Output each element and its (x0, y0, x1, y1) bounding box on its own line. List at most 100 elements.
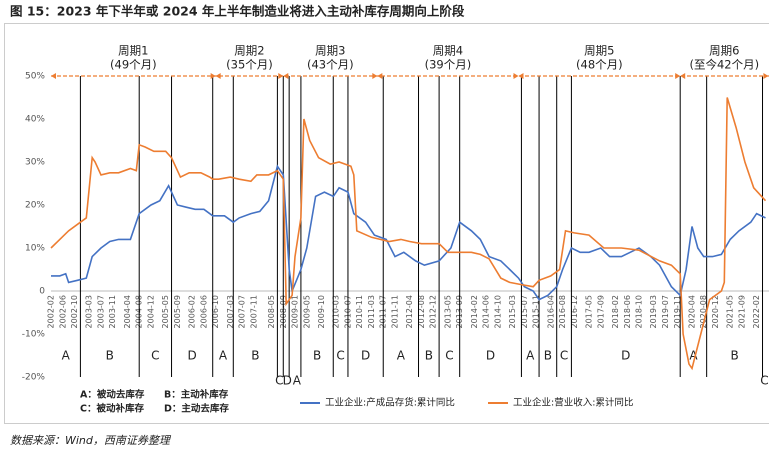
phase-legend-item: B：主动补库存 (164, 389, 229, 401)
x-tick-label: 2007-11 (249, 295, 258, 328)
cycle-name: 周期4 (433, 44, 463, 58)
frame (4, 23, 769, 424)
x-tick-label: 2003-11 (108, 295, 117, 328)
x-tick-label: 2012-08 (417, 295, 426, 328)
x-tick-label: 2006-06 (199, 295, 208, 328)
phase-label: B (106, 349, 114, 363)
x-tick-label: 2016-12 (570, 295, 579, 328)
phase-label: B (730, 349, 738, 363)
phase-legend-item: A：被动去库存 (80, 389, 145, 401)
legend-label: 工业企业:产成品存货:累计同比 (325, 397, 455, 409)
x-tick-label: 2008-05 (267, 295, 276, 328)
title: 图 15：2023 年下半年或 2024 年上半年制造业将进入主动补库存周期向上… (10, 4, 465, 19)
x-tick-label: 2006-10 (211, 295, 220, 328)
cycle-marker (51, 73, 56, 79)
x-tick-label: 2006-02 (188, 295, 197, 328)
phase-label: B (313, 349, 321, 363)
phase-label: C (275, 374, 283, 388)
cycle-marker (278, 73, 284, 79)
x-tick-label: 2022-02 (752, 295, 761, 328)
x-tick-label: 2003-07 (96, 295, 105, 328)
y-tick-label: 50% (25, 72, 45, 82)
x-tick-label: 2017-05 (585, 295, 594, 328)
x-tick-label: 2021-09 (737, 295, 746, 328)
x-tick-label: 2018-02 (611, 295, 620, 328)
x-tick-label: 2013-05 (443, 295, 452, 328)
phase-label: C (445, 349, 453, 363)
cycle-duration: (39个月) (425, 58, 472, 72)
x-tick-label: 2004-04 (123, 295, 132, 328)
cycle-marker (675, 73, 681, 79)
x-tick-label: 2014-06 (482, 295, 491, 328)
x-tick-label: 2010-03 (332, 295, 341, 328)
x-tick-label: 2016-04 (546, 295, 555, 328)
x-tick-label: 2003-03 (85, 295, 94, 328)
y-tick-label: -20% (22, 373, 46, 383)
x-tick-label: 2018-06 (623, 295, 632, 328)
phase-label: A (689, 349, 698, 363)
cycle-duration: (49个月) (110, 58, 157, 72)
cycle-marker (215, 73, 221, 79)
phase-label: B (425, 349, 433, 363)
phase-label: D (283, 374, 292, 388)
phase-label: C (151, 349, 159, 363)
x-tick-label: 2015-11 (532, 295, 541, 328)
y-tick-label: -10% (22, 330, 46, 340)
x-tick-label: 2002-06 (58, 295, 67, 328)
x-tick-label: 2012-04 (405, 295, 414, 328)
x-tick-label: 2002-10 (70, 295, 79, 328)
x-tick-label: 2016-08 (558, 295, 567, 328)
x-tick-label: 2011-03 (367, 295, 376, 328)
x-tick-label: 2004-12 (146, 295, 155, 328)
cycle-name: 周期6 (709, 44, 739, 58)
x-tick-label: 2014-10 (493, 295, 502, 328)
x-tick-label: 2020-08 (699, 295, 708, 328)
x-tick-label: 2019-07 (661, 295, 670, 328)
y-tick-label: 30% (25, 158, 45, 168)
cycle-name: 周期2 (234, 44, 264, 58)
x-tick-label: 2009-10 (317, 295, 326, 328)
cycle-duration: (35个月) (226, 58, 273, 72)
phase-label: A (62, 349, 71, 363)
x-tick-label: 2012-12 (429, 295, 438, 328)
series-line (51, 164, 766, 301)
x-tick-label: 2017-09 (596, 295, 605, 328)
y-tick-label: 0 (39, 287, 45, 297)
x-tick-label: 2015-07 (520, 295, 529, 328)
cycle-marker (210, 73, 216, 79)
x-tick-label: 2007-03 (226, 295, 235, 328)
phase-label: D (188, 349, 197, 363)
x-tick-label: 2010-11 (355, 295, 364, 328)
cycle-marker (518, 73, 524, 79)
x-tick-label: 2020-12 (711, 295, 720, 328)
cycle-marker (283, 73, 289, 79)
phase-label: C (336, 349, 344, 363)
x-tick-label: 2011-11 (390, 295, 399, 328)
y-tick-label: 20% (25, 201, 45, 211)
x-tick-label: 2019-03 (649, 295, 658, 328)
cycle-duration: (43个月) (307, 58, 354, 72)
phase-label: D (361, 349, 370, 363)
cycle-marker (377, 73, 383, 79)
cycle-marker (680, 73, 686, 79)
phase-label: A (219, 349, 228, 363)
phase-label: B (544, 349, 552, 363)
cycle-duration: (48个月) (576, 58, 623, 72)
y-tick-label: 40% (25, 115, 45, 125)
source: 数据来源：Wind，西南证券整理 (10, 434, 172, 447)
phase-label: D (486, 349, 495, 363)
cycle-name: 周期1 (118, 44, 148, 58)
cycle-marker (372, 73, 378, 79)
x-tick-label: 2015-03 (508, 295, 517, 328)
x-tick-label: 2020-04 (687, 295, 696, 328)
phase-label: A (526, 349, 535, 363)
phase-label: C (560, 349, 568, 363)
x-tick-label: 2009-01 (291, 295, 300, 328)
x-tick-label: 2018-10 (635, 295, 644, 328)
x-tick-label: 2005-09 (173, 295, 182, 328)
x-tick-label: 2019-11 (673, 295, 682, 328)
cycle-name: 周期5 (584, 44, 614, 58)
y-tick-label: 10% (25, 244, 45, 254)
x-tick-label: 2002-02 (47, 295, 56, 328)
